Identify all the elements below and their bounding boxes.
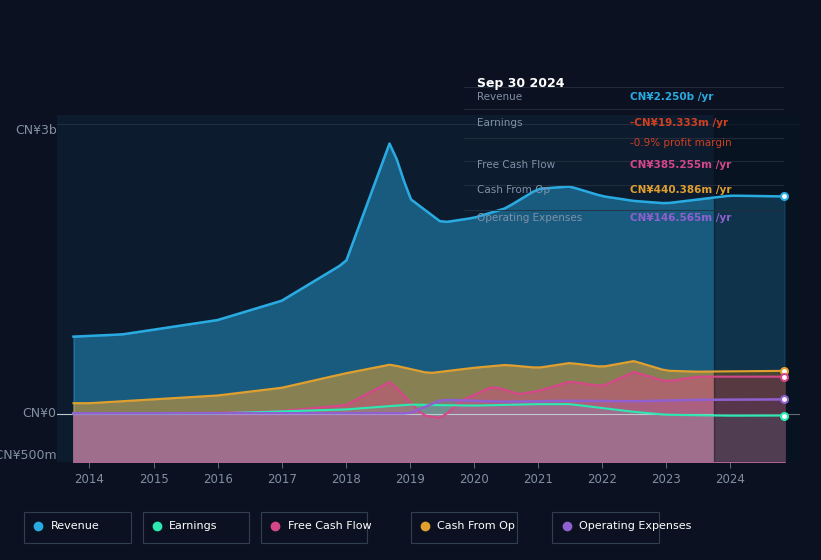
Text: CN¥440.386m /yr: CN¥440.386m /yr: [631, 185, 732, 195]
Bar: [714, 115, 804, 462]
Text: CN¥2.250b /yr: CN¥2.250b /yr: [631, 92, 713, 102]
Text: Earnings: Earnings: [477, 118, 522, 128]
Text: -CN¥19.333m /yr: -CN¥19.333m /yr: [631, 118, 728, 128]
Text: Earnings: Earnings: [169, 521, 218, 531]
Text: Cash From Op: Cash From Op: [438, 521, 515, 531]
Text: Revenue: Revenue: [477, 92, 522, 102]
Text: Operating Expenses: Operating Expenses: [477, 213, 582, 223]
Text: CN¥3b: CN¥3b: [15, 124, 57, 137]
Text: Operating Expenses: Operating Expenses: [579, 521, 691, 531]
Text: -0.9% profit margin: -0.9% profit margin: [631, 138, 732, 148]
Text: -CN¥500m: -CN¥500m: [0, 449, 57, 462]
Text: Free Cash Flow: Free Cash Flow: [287, 521, 371, 531]
Text: Free Cash Flow: Free Cash Flow: [477, 160, 555, 170]
Text: Revenue: Revenue: [51, 521, 100, 531]
Text: CN¥0: CN¥0: [23, 407, 57, 420]
Text: Cash From Op: Cash From Op: [477, 185, 550, 195]
Text: CN¥385.255m /yr: CN¥385.255m /yr: [631, 160, 732, 170]
Text: CN¥146.565m /yr: CN¥146.565m /yr: [631, 213, 732, 223]
Text: Sep 30 2024: Sep 30 2024: [477, 77, 564, 90]
